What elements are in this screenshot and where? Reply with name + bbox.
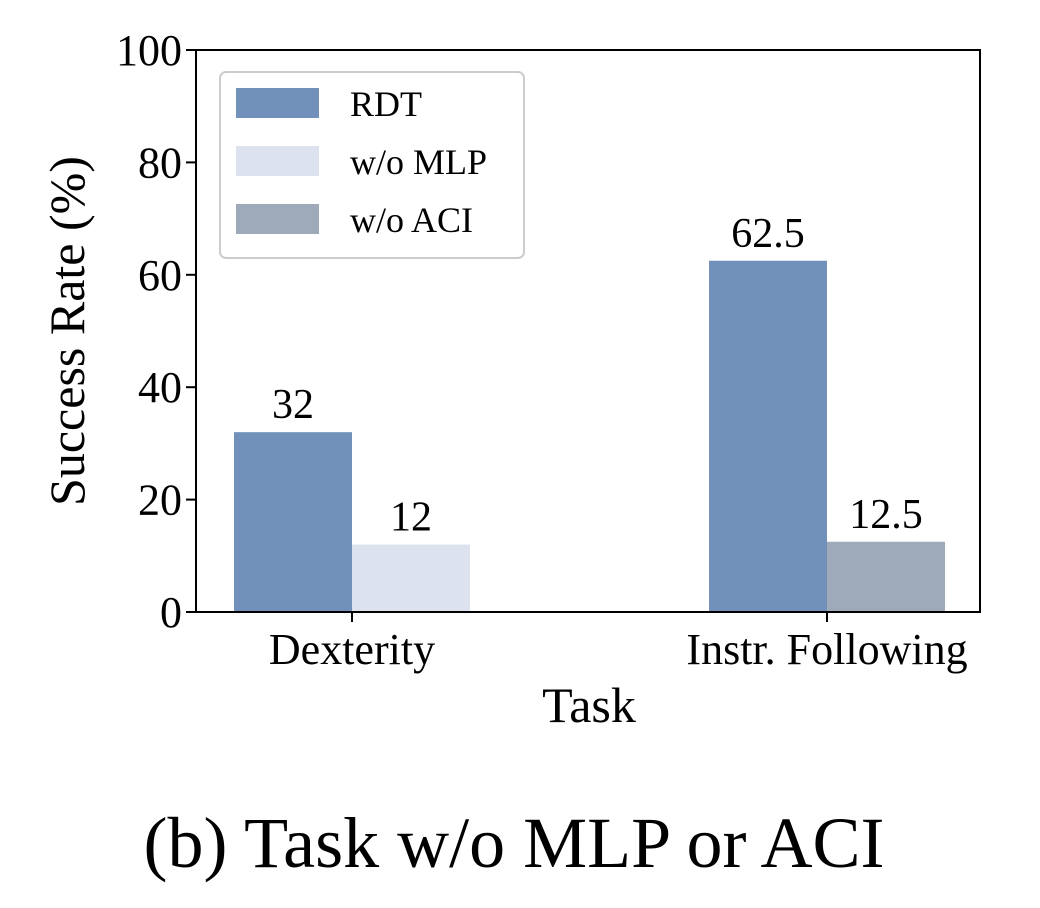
y-tick-label: 40 bbox=[138, 363, 182, 412]
y-tick-label: 60 bbox=[138, 251, 182, 300]
figure-caption: (b) Task w/o MLP or ACI bbox=[144, 803, 885, 883]
x-tick-label: Dexterity bbox=[269, 625, 435, 674]
x-axis-title: Task bbox=[542, 677, 636, 733]
legend-label: w/o ACI bbox=[350, 200, 473, 240]
y-tick-label: 0 bbox=[160, 588, 182, 637]
y-tick-label: 100 bbox=[116, 26, 182, 75]
data-label: 12.5 bbox=[849, 492, 923, 538]
data-label: 32 bbox=[272, 382, 314, 428]
bar bbox=[234, 432, 352, 612]
legend-swatch bbox=[236, 88, 319, 118]
legend-swatch bbox=[236, 146, 319, 176]
y-axis-title: Success Rate (%) bbox=[39, 156, 95, 506]
y-tick-label: 80 bbox=[138, 138, 182, 187]
legend-label: RDT bbox=[350, 84, 422, 124]
legend-label: w/o MLP bbox=[350, 142, 487, 182]
data-label: 12 bbox=[390, 495, 432, 541]
legend: RDT w/o MLP w/o ACI bbox=[219, 71, 525, 259]
y-tick-label: 20 bbox=[138, 476, 182, 525]
bar bbox=[352, 544, 470, 612]
legend-swatch bbox=[236, 204, 319, 234]
bar bbox=[709, 260, 827, 612]
x-tick-label: Instr. Following bbox=[686, 625, 967, 674]
plot-area: 32 12 62.5 12.5 0 20 40 60 80 100 Dexterity Instr. … bbox=[116, 26, 981, 674]
plot-frame bbox=[195, 49, 981, 613]
data-label: 62.5 bbox=[731, 211, 805, 257]
bar bbox=[827, 541, 945, 612]
